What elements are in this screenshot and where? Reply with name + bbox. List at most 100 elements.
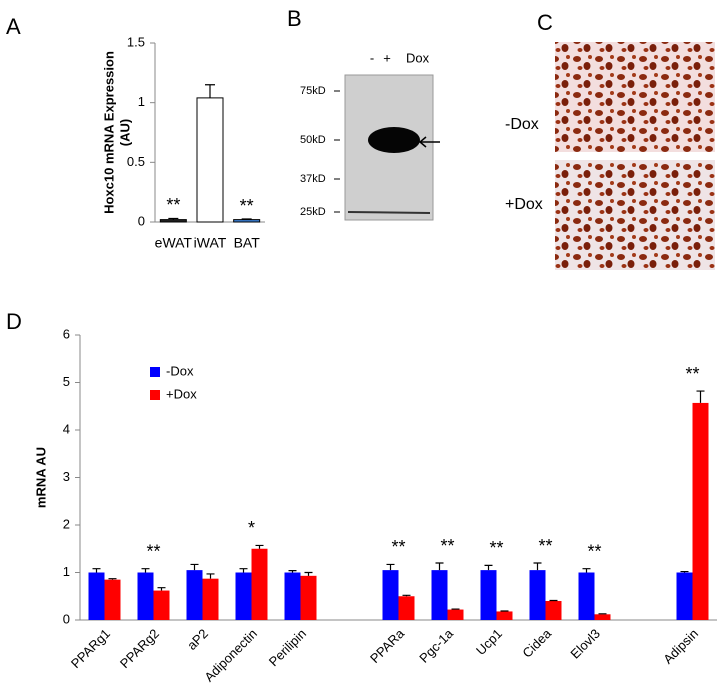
significance: ** <box>587 541 601 561</box>
error-bar <box>484 564 493 571</box>
lane-label: + <box>383 50 391 65</box>
error-bar <box>680 570 689 573</box>
significance: ** <box>146 541 160 561</box>
bar <box>137 572 154 620</box>
lane-label: Dox <box>406 50 430 65</box>
x-tick-label: iWAT <box>194 235 227 251</box>
bar <box>196 97 224 223</box>
bar <box>676 572 693 620</box>
y-tick-label: 0 <box>63 611 70 626</box>
y-tick-label: 5 <box>63 374 70 389</box>
marker-label: 37kD <box>300 173 326 185</box>
x-tick-label: Ucp1 <box>473 626 505 658</box>
error-bar <box>168 217 179 220</box>
error-bar <box>288 570 297 573</box>
error-bar <box>696 390 705 403</box>
significance: ** <box>489 538 503 558</box>
y-tick-label: 6 <box>63 326 70 341</box>
bar <box>159 219 187 223</box>
bar <box>233 219 261 223</box>
y-tick-label: 2 <box>63 516 70 531</box>
error-bar <box>241 218 252 220</box>
significance: ** <box>440 536 454 556</box>
y-tick-label: 1 <box>63 564 70 579</box>
bar <box>88 572 105 620</box>
bar <box>382 570 399 620</box>
bar <box>594 614 611 620</box>
x-tick-label: PPARg2 <box>117 626 162 671</box>
x-tick-label: eWAT <box>155 235 193 251</box>
error-bar <box>255 544 264 549</box>
significance: ** <box>391 537 405 557</box>
panel-label: C <box>537 10 553 35</box>
marker-label: 50kD <box>300 134 326 146</box>
bar <box>284 572 301 620</box>
error-bar <box>402 594 411 597</box>
legend-label: -Dox <box>166 363 194 378</box>
error-bar <box>190 563 199 571</box>
y-axis-label: (AU) <box>117 119 132 146</box>
legend-swatch <box>150 390 160 400</box>
panel-label: B <box>287 6 302 31</box>
marker-ticks <box>334 90 340 213</box>
x-tick-label: PPARa <box>367 625 408 666</box>
lane-label: - <box>370 50 374 65</box>
error-bar <box>157 587 166 591</box>
error-bar <box>435 562 444 571</box>
row-label: -Dox <box>505 116 539 133</box>
error-bar <box>304 571 313 576</box>
x-tick-label: Adipsin <box>660 626 701 667</box>
error-bar <box>205 84 215 98</box>
legend-label: +Dox <box>166 386 197 401</box>
bar <box>496 611 513 620</box>
x-tick-label: Perilipin <box>266 626 309 669</box>
bar <box>578 572 595 620</box>
micrograph-cells <box>555 42 715 152</box>
micrograph-cells <box>555 160 715 270</box>
significance: ** <box>166 195 180 215</box>
bar <box>545 601 562 620</box>
bar <box>431 570 448 620</box>
bar <box>235 572 252 620</box>
bar <box>692 402 709 620</box>
bar <box>202 578 219 620</box>
x-tick-label: Pgc-1a <box>416 625 456 665</box>
x-tick-label: BAT <box>234 235 261 251</box>
error-bar <box>206 573 215 579</box>
error-bar <box>386 563 395 571</box>
error-bar <box>582 568 591 573</box>
panel-label: D <box>6 309 22 334</box>
error-bar <box>141 568 150 573</box>
bar <box>398 596 415 620</box>
error-bar <box>108 578 117 580</box>
y-axis-label: Hoxc10 mRNA Expression <box>101 51 116 214</box>
error-bar <box>92 568 101 573</box>
bar <box>251 548 268 620</box>
bar <box>447 609 464 620</box>
blot-band <box>347 211 431 214</box>
y-tick-label: 1 <box>138 94 145 109</box>
marker-label: 25kD <box>300 206 326 218</box>
bar <box>153 590 170 620</box>
legend-swatch <box>150 367 160 377</box>
y-tick-label: 0 <box>138 213 145 228</box>
bar <box>300 575 317 620</box>
significance: ** <box>240 196 254 216</box>
row-label: +Dox <box>505 196 543 213</box>
bar <box>186 570 203 620</box>
x-tick-label: Elovl3 <box>567 626 603 662</box>
panel-label: A <box>6 14 21 39</box>
significance: ** <box>538 536 552 556</box>
x-tick-label: PPARg1 <box>68 626 113 671</box>
blot-band <box>368 127 420 153</box>
bar <box>104 579 121 620</box>
y-axis-label: mRNA AU <box>33 447 48 508</box>
x-tick-label: aP2 <box>184 626 211 653</box>
y-tick-label: 4 <box>63 421 70 436</box>
y-tick-label: 0.5 <box>127 154 145 169</box>
y-tick-label: 1.5 <box>127 34 145 49</box>
bar <box>529 570 546 620</box>
error-bar <box>533 562 542 571</box>
y-tick-label: 3 <box>63 469 70 484</box>
